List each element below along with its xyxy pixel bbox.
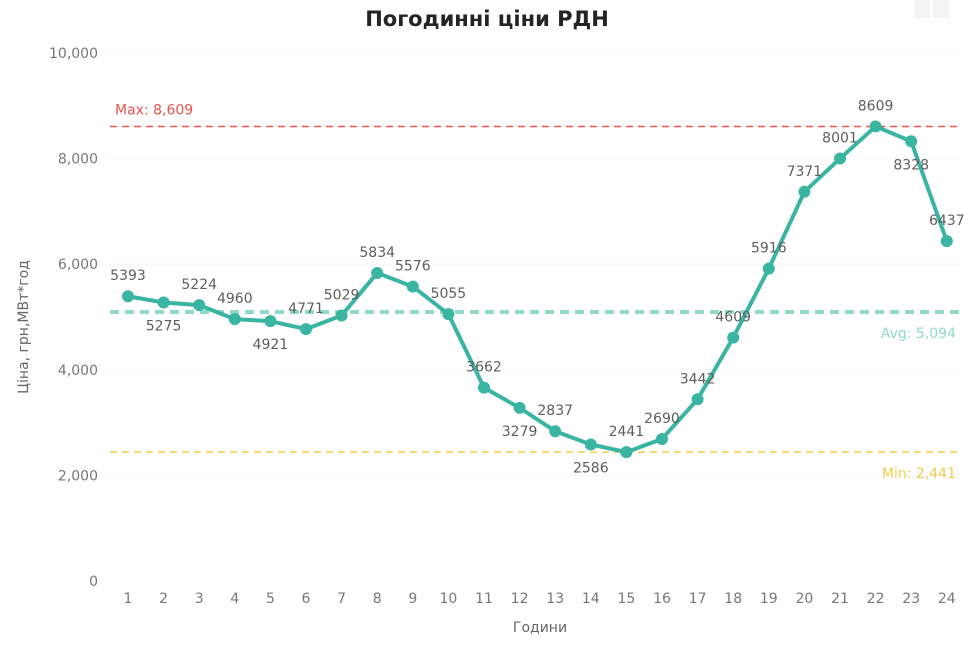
data-point[interactable] [834,152,846,165]
data-label: 6437 [929,213,965,229]
series-price [122,120,953,459]
x-tick-label: 9 [408,591,417,607]
data-point[interactable] [549,425,562,438]
x-tick-label: 16 [653,591,671,607]
data-label: 2586 [573,460,609,476]
x-tick-label: 10 [439,591,457,607]
x-tick-label: 22 [867,591,885,607]
y-tick-label: 8,000 [58,152,98,168]
x-tick-label: 7 [337,591,346,607]
x-tick-label: 23 [902,591,920,607]
data-label: 4921 [253,337,289,353]
x-tick-label: 3 [195,591,204,607]
x-tick-label: 5 [266,591,275,607]
data-point[interactable] [762,262,775,275]
focus-mode-icon[interactable] [914,0,949,18]
data-label: 4960 [217,291,253,307]
data-label: 5224 [181,277,217,293]
x-tick-label: 4 [230,591,239,607]
y-axis-ticks: 0 2,000 4,000 6,000 8,000 10,000 [49,46,98,590]
data-point[interactable] [478,381,490,394]
data-label: 5916 [751,241,787,257]
x-tick-label: 2 [159,591,168,607]
data-label: 8609 [858,98,894,114]
data-point[interactable] [264,315,277,328]
data-label: 5275 [146,318,182,334]
data-point[interactable] [228,313,241,326]
x-tick-label: 14 [582,591,600,607]
y-tick-label: 0 [89,574,98,590]
data-point[interactable] [691,393,704,406]
data-label: 5393 [110,268,146,284]
data-label: 5834 [359,245,395,261]
x-tick-label: 8 [373,591,382,607]
reference-line-label: Avg: 5,094 [881,326,956,342]
data-label: 2690 [644,411,680,427]
data-label: 5029 [324,287,360,303]
gridlines [110,52,962,476]
y-axis-title: Ціна, грн,МВт*год [16,260,32,394]
reference-line-label: Max: 8,609 [115,102,193,118]
data-label: 5055 [431,286,467,302]
data-label: 8001 [822,131,858,147]
data-point[interactable] [940,235,953,248]
y-tick-label: 6,000 [58,257,98,273]
x-tick-label: 11 [475,591,493,607]
data-point[interactable] [193,299,206,312]
data-point[interactable] [513,401,526,414]
data-point[interactable] [442,308,455,321]
x-tick-label: 6 [302,591,311,607]
data-point[interactable] [406,280,419,293]
data-point[interactable] [371,266,384,279]
data-label: 2837 [537,403,573,419]
data-point[interactable] [869,120,882,133]
data-label: 3662 [466,360,502,376]
data-point[interactable] [300,323,312,336]
x-axis-title: Години [513,620,567,636]
data-point[interactable] [157,296,170,309]
x-tick-label: 15 [617,591,635,607]
x-axis-ticks: 1 2 3 4 5 6 7 8 9 10 11 12 13 14 15 16 17 18 19 20 21 22 23 24 [124,591,956,607]
x-tick-label: 13 [546,591,564,607]
x-tick-label: 19 [760,591,778,607]
data-point[interactable] [335,309,348,322]
data-point[interactable] [656,432,668,445]
data-label: 5576 [395,259,431,275]
data-point[interactable] [584,438,597,451]
reference-lines: Max: 8,609 Avg: 5,094 Min: 2,441 [110,102,962,482]
x-tick-label: 21 [831,591,849,607]
x-tick-label: 18 [724,591,742,607]
data-point[interactable] [798,185,811,198]
x-tick-label: 20 [795,591,813,607]
data-label: 7371 [787,164,823,180]
data-label: 3442 [680,371,716,387]
x-tick-label: 24 [938,591,956,607]
chart-title: Погодинні ціни РДН [365,7,609,31]
x-tick-label: 1 [124,591,133,607]
data-point[interactable] [620,446,633,459]
x-tick-label: 17 [689,591,707,607]
data-label: 4771 [288,301,324,317]
data-label: 2441 [609,424,645,440]
data-label: 3279 [502,424,538,440]
x-tick-label: 12 [511,591,529,607]
y-tick-label: 10,000 [49,46,98,62]
y-tick-label: 4,000 [58,363,98,379]
data-point[interactable] [905,135,918,148]
data-point[interactable] [122,290,134,303]
reference-line-label: Min: 2,441 [882,466,956,482]
data-label: 8328 [893,157,929,173]
data-point[interactable] [727,331,740,344]
y-tick-label: 2,000 [58,468,98,484]
data-label: 4609 [715,310,751,326]
